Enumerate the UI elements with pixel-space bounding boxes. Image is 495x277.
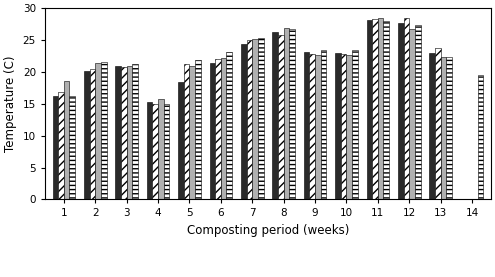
Bar — [284, 28, 289, 199]
Bar — [446, 57, 452, 199]
Bar — [101, 62, 106, 199]
Y-axis label: Temperature (C): Temperature (C) — [4, 56, 17, 152]
Bar — [409, 29, 415, 199]
Bar — [384, 21, 389, 199]
Bar — [184, 64, 190, 199]
Bar — [289, 29, 295, 199]
Bar — [441, 57, 446, 199]
Bar — [252, 39, 258, 199]
Bar — [90, 69, 95, 199]
Bar — [258, 38, 263, 199]
Bar — [352, 50, 358, 199]
Bar — [127, 66, 132, 199]
Bar — [372, 19, 378, 199]
Bar — [195, 60, 201, 199]
Bar — [95, 63, 101, 199]
Bar — [247, 40, 252, 199]
Bar — [241, 44, 247, 199]
Bar — [227, 52, 232, 199]
Bar — [309, 54, 315, 199]
Bar — [346, 55, 352, 199]
Bar — [209, 63, 215, 199]
Bar — [58, 92, 64, 199]
Bar — [178, 82, 184, 199]
Bar — [215, 59, 221, 199]
Bar — [132, 64, 138, 199]
Bar — [398, 24, 403, 199]
Bar — [435, 48, 441, 199]
Bar — [272, 32, 278, 199]
Bar — [403, 18, 409, 199]
Bar — [147, 102, 152, 199]
Bar — [221, 58, 227, 199]
Bar — [69, 96, 75, 199]
Bar — [304, 52, 309, 199]
Bar — [278, 35, 284, 199]
Bar — [341, 54, 346, 199]
Bar — [121, 67, 127, 199]
X-axis label: Composting period (weeks): Composting period (weeks) — [187, 224, 349, 237]
Bar — [429, 53, 435, 199]
Bar — [321, 50, 326, 199]
Bar — [115, 66, 121, 199]
Bar — [415, 25, 421, 199]
Bar — [478, 75, 483, 199]
Bar — [164, 104, 169, 199]
Bar — [190, 66, 195, 199]
Bar — [52, 96, 58, 199]
Bar — [378, 18, 384, 199]
Bar — [152, 104, 158, 199]
Bar — [335, 53, 341, 199]
Bar — [64, 81, 69, 199]
Bar — [84, 71, 90, 199]
Bar — [366, 20, 372, 199]
Bar — [315, 55, 321, 199]
Bar — [158, 99, 164, 199]
